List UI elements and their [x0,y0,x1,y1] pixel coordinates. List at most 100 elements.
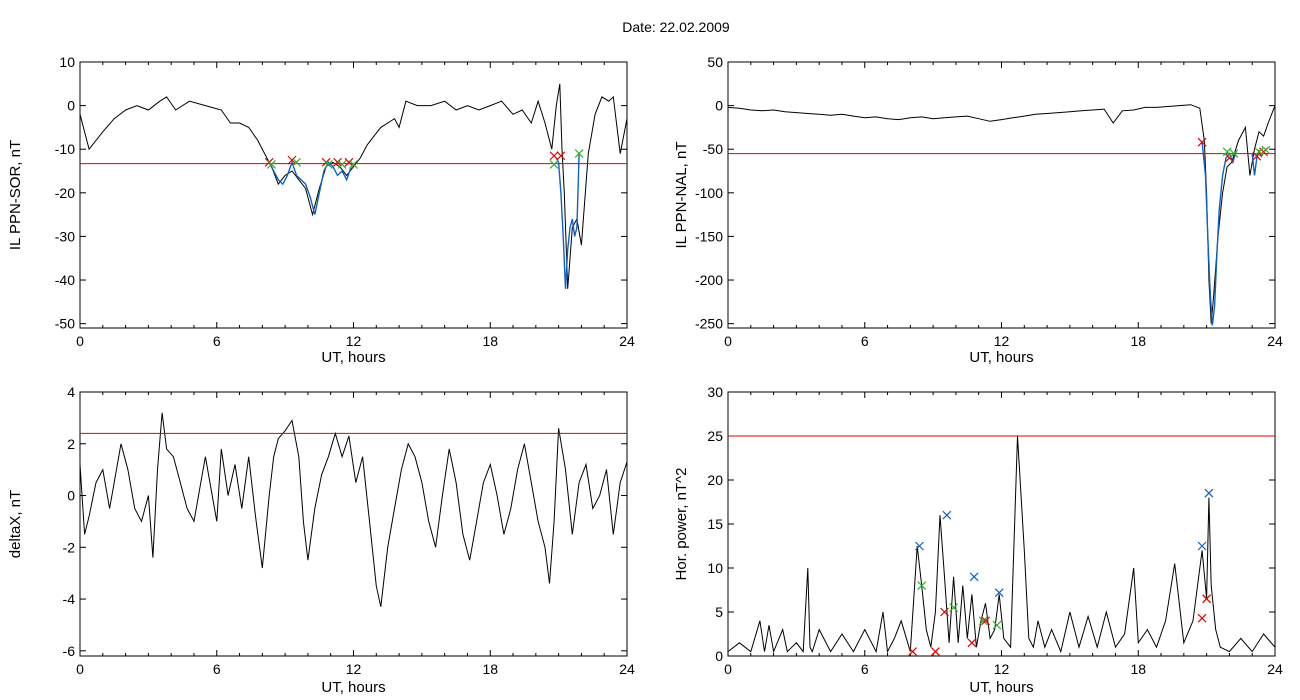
interval-line [268,160,352,215]
marker-point [549,151,559,161]
marker-point [574,149,584,158]
marker-point [994,588,1004,598]
x-tick-label: 12 [994,333,1010,349]
x-tick-label: 12 [346,661,362,677]
y-tick-label: -4 [63,591,76,607]
y-tick-label: 10 [59,54,75,70]
y-axis-label: IL PPN-NAL, nT [673,142,690,249]
y-tick-label: 20 [707,472,723,488]
y-tick-label: -50 [55,316,75,332]
marker-point [1204,488,1214,498]
x-axis-label: UT, hours [321,349,385,366]
x-tick-label: 24 [1267,333,1283,349]
x-tick-label: 18 [1130,661,1146,677]
y-tick-label: 30 [707,384,723,400]
marker-point [992,620,1002,630]
x-tick-label: 6 [861,333,869,349]
y-tick-label: -200 [695,272,723,288]
y-tick-label: 50 [707,54,723,70]
chart-deltax: 0 6 12 18 24 4 2 0 -2 -4 -6 UT, hours deltaX, nT [7,384,635,696]
x-tick-label: 24 [619,333,635,349]
y-tick-label: 5 [715,604,723,620]
marker-point [908,647,918,657]
x-tick-label: 18 [482,333,498,349]
x-tick-label: 18 [482,661,498,677]
marker-point [344,157,354,167]
y-tick-label: -150 [695,228,723,244]
marker-point [978,616,988,626]
y-tick-label: -50 [703,141,723,157]
y-tick-label: -6 [63,643,76,659]
y-tick-label: 0 [67,98,75,114]
y-axis-label: deltaX, nT [7,490,24,558]
x-axis-label: UT, hours [321,679,385,696]
marker-point [930,647,940,657]
y-tick-label: -40 [55,272,75,288]
trace-line [79,83,628,289]
y-axis-label: Hor. power, nT^2 [673,468,690,581]
marker-point [556,151,566,161]
y-tick-label: 10 [707,560,723,576]
marker-point [942,510,952,520]
y-axis-label: IL PPN-SOR, nT [7,140,24,250]
marker-point [333,157,342,167]
marker-point [1254,147,1264,157]
y-tick-label: 0 [715,648,723,664]
marker-point [324,160,333,169]
marker-point [1222,147,1232,157]
plot-frame [79,391,628,657]
x-axis-label: UT, hours [969,349,1033,366]
y-tick-label: -10 [55,141,75,157]
chart-il-ppn-sor: 0 6 12 18 24 10 0 -10 -20 -30 -40 -50 UT, hours IL PP… [7,54,635,366]
chart-hor-power: 0 6 12 18 24 30 25 20 15 10 5 0 UT, hours Hor. power,… [673,384,1283,696]
y-tick-label: 0 [715,98,723,114]
y-tick-label: -250 [695,316,723,332]
x-tick-label: 24 [1267,661,1283,677]
marker-point [1197,541,1207,551]
marker-point [981,616,990,626]
marker-point [940,607,949,617]
interval-line [555,153,580,289]
marker-point [1261,145,1271,155]
marker-point [1202,594,1212,604]
y-tick-label: 2 [67,436,75,452]
marker-point [969,572,979,582]
marker-point [292,157,301,167]
x-tick-label: 6 [861,661,869,677]
marker-point [267,160,276,169]
x-tick-label: 0 [76,333,84,349]
marker-point [917,581,927,591]
x-tick-label: 0 [76,661,84,677]
trace-line [727,435,1276,654]
marker-point [1197,613,1207,623]
interval-line [1201,142,1237,326]
marker-point [1229,149,1239,158]
marker-point [549,160,559,169]
x-tick-label: 0 [724,333,732,349]
plot-frame [727,61,1276,329]
marker-point [967,638,977,648]
page-title: Date: 22.02.2009 [622,19,730,35]
y-tick-label: 15 [707,516,723,532]
y-tick-label: -100 [695,185,723,201]
x-tick-label: 24 [619,661,635,677]
y-tick-label: 25 [707,428,723,444]
y-tick-label: -2 [63,539,76,555]
y-tick-label: 0 [67,488,75,504]
x-tick-label: 18 [1130,333,1146,349]
marker-point [337,160,347,169]
y-tick-label: -30 [55,228,75,244]
y-tick-label: 4 [67,384,75,400]
x-tick-label: 12 [346,333,362,349]
marker-point [1197,137,1207,147]
marker-point [287,155,297,165]
marker-point [915,541,924,551]
marker-point [349,160,358,169]
plot-frame [79,61,628,329]
x-tick-label: 6 [213,661,221,677]
chart-il-ppn-nal: 0 6 12 18 24 50 0 -50 -100 -150 -200 -250 UT, hours I… [673,54,1283,366]
x-tick-label: 6 [213,333,221,349]
marker-point [1252,151,1262,161]
